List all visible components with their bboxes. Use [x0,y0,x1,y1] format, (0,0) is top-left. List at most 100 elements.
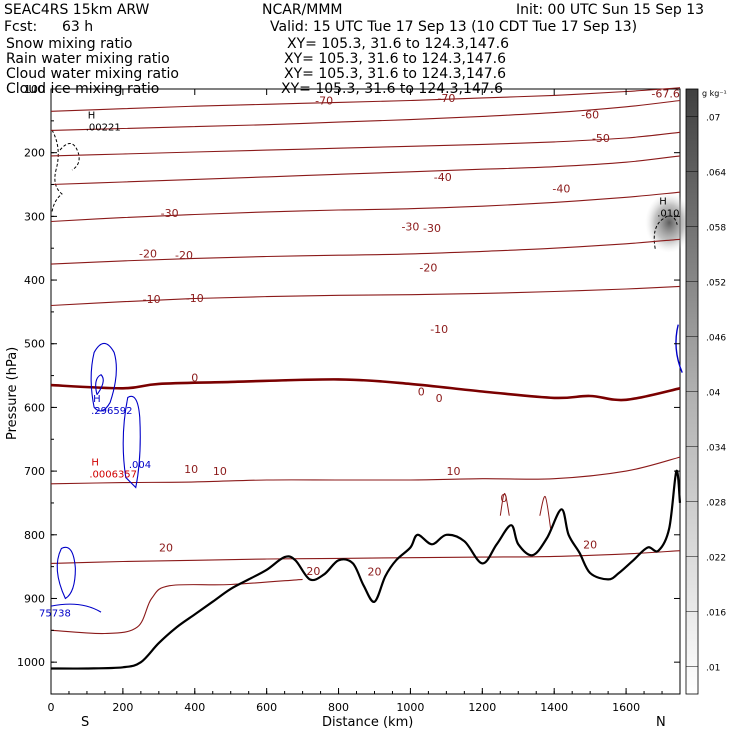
maximum-value: 75738 [39,608,71,619]
y-tick-label: 800 [24,529,45,542]
isotherm-label: 0 [418,386,425,399]
isotherm-10 [50,456,681,485]
axes: 0 200 400 600 800 1000 1200 1400 160020030040050… [17,83,681,714]
terrain-profile [50,469,682,670]
isotherm-label: 20 [159,542,173,555]
y-tick-label-top: 100 [24,83,45,96]
isotherm-label: -40 [552,182,570,195]
x-tick-label: 1000 [396,701,424,714]
valid-time: Valid: 15 UTC Tue 17 Sep 13 (10 CDT Tue … [270,19,637,35]
isotherm-label: -30 [423,222,441,235]
isotherm-label: 10 [184,463,198,476]
isotherm--60 [50,99,681,131]
isotherm-label: -67.6 [651,87,679,100]
y-axis-title: Pressure (hPa) [5,347,20,440]
isotherm-label: -20 [419,261,437,274]
fcst-value: 63 h [62,19,93,35]
x-tick-label: 1200 [468,701,496,714]
isotherm-20 [50,550,681,564]
isotherm-label: 20 [306,565,320,578]
ice-shading [51,129,694,253]
x-tick-label: 1400 [540,701,568,714]
isotherm-label: -30 [161,207,179,220]
colorbar-tick-label: .04 [706,389,721,399]
plot-frame [50,88,681,695]
y-tick-label: 1000 [17,656,45,669]
isotherm-label: -20 [175,249,193,262]
cloud-water-contour [675,324,683,373]
field-snow-xy: XY= 105.3, 31.6 to 124.3,147.6 [287,36,509,52]
x-tick-label: 200 [112,701,133,714]
x-tick-label: 1600 [612,701,640,714]
x-tick-label: 600 [256,701,277,714]
isotherm-label: -70 [315,94,333,107]
maximum-marker: H [91,457,99,468]
isotherm-label: 20 [367,566,381,579]
colorbar-tick-label: .028 [706,499,726,509]
field-rain: Rain water mixing ratio [6,51,170,67]
isotherm-label: -60 [581,108,599,121]
isotherm--30 [50,191,681,223]
isotherm--50 [50,131,681,157]
colorbar-tick-label: .016 [706,609,726,619]
isotherm-labels: -70 -70 -67.6 -60 -50 -40 -40 -30 -30 -30 -20 -20 -2… [139,87,680,578]
colorbar-tick-label: .046 [706,334,726,344]
maximum-marker: H [659,196,667,207]
isotherm-label: 20 [583,538,597,551]
cloud-water-contour [95,374,104,396]
isotherm--20 [50,238,681,265]
snow-contour [51,129,63,213]
maximum-value: .296592 [91,406,132,417]
isotherm--40 [50,155,681,186]
y-tick-label: 500 [24,338,45,351]
cloud-water-contour [90,342,117,412]
y-tick-label: 600 [24,401,45,414]
endpoint-left: S [81,715,89,730]
colorbar-tick-label: .07 [706,114,720,124]
field-rain-xy: XY= 105.3, 31.6 to 124.3,147.6 [284,51,506,67]
field-snow: Snow mixing ratio [6,36,132,52]
y-tick-label: 900 [24,592,45,605]
isotherm-label: 0 [436,392,443,405]
y-tick-label: 300 [24,210,45,223]
isotherm-label: -20 [139,247,157,260]
field-cloudwater-xy: XY= 105.3, 31.6 to 124.3,147.6 [284,66,506,82]
terrain-line [50,469,682,670]
isotherm-label: 0 [500,492,507,505]
maximum-value: .004 [129,460,151,471]
isotherm--70 [50,87,681,112]
isotherm--10 [50,285,681,307]
cloud-water-contour [50,603,102,613]
snow-contour [59,143,80,171]
init-time: Init: 00 UTC Sun 15 Sep 13 [516,2,704,18]
isotherm-label: 0 [191,371,198,384]
colorbar: .01 .016 .022 .028 .034 .04 .046 .052 .058 .064 .0… [685,88,727,695]
colorbar-unit: g kg⁻¹ [702,89,727,98]
isotherm-0 [50,378,681,402]
maximum-value: .0006357 [89,469,137,480]
isotherms [50,87,681,635]
x-tick-label: 0 [48,701,55,714]
y-tick-label: 200 [24,147,45,160]
isotherm-0-local [499,492,510,516]
cloud-water-contour [122,395,141,489]
isotherm-label: 10 [213,465,227,478]
isotherm-label: -70 [437,92,455,105]
field-cloudwater: Cloud water mixing ratio [6,66,179,82]
maximum-marker: H [93,394,101,405]
isotherm-label: -10 [186,292,204,305]
isotherm-local [539,496,552,529]
isotherm-label: -30 [401,221,419,234]
colorbar-tick-label: .01 [706,664,720,674]
cloud-water-contours [50,324,683,613]
maximum-value: .00221 [86,122,121,133]
isotherm-label: -10 [430,323,448,336]
colorbar-tick-label: .064 [706,169,726,179]
isotherm-label: -40 [434,171,452,184]
org-label: NCAR/MMM [262,2,343,18]
model-title: SEAC4RS 15km ARW [4,2,150,18]
colorbar-tick-label: .034 [706,444,726,454]
colorbar-tick-label: .052 [706,279,726,289]
